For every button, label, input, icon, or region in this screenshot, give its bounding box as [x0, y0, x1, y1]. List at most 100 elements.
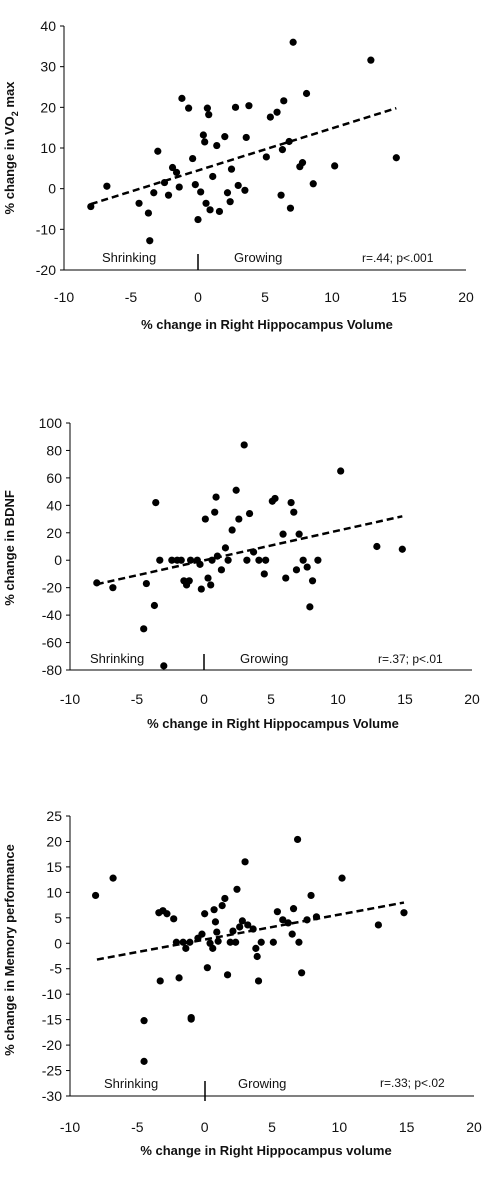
data-point [289, 38, 297, 46]
data-point [278, 146, 287, 154]
data-point [338, 874, 346, 882]
data-point [150, 601, 159, 610]
y-tick-label: -20 [42, 1037, 62, 1053]
data-point [236, 923, 244, 931]
data-points [93, 441, 406, 670]
data-point [87, 202, 95, 211]
data-point [172, 168, 181, 176]
y-tick-label: -5 [50, 961, 63, 977]
data-point [205, 111, 213, 119]
data-point [255, 556, 263, 564]
chart-bdnf: -80 -60 -40 -20 0 20 40 60 80 100 -10 -5 0 5 10 15 20 S… [2, 415, 480, 731]
x-tick-label: 0 [194, 289, 202, 305]
y-tick-label: 0 [54, 935, 62, 951]
data-point [257, 938, 265, 946]
data-point [232, 486, 240, 494]
y-tick-labels: -80 -60 -40 -20 0 20 40 60 80 100 [39, 415, 70, 678]
data-point [175, 974, 183, 982]
data-point [177, 556, 185, 564]
growing-label: Growing [234, 250, 282, 265]
data-point [142, 579, 150, 588]
data-point [212, 493, 220, 501]
x-tick-label: 20 [466, 1119, 482, 1135]
data-point [245, 509, 254, 518]
correlation-stat: r=.44; p<.001 [362, 251, 434, 265]
y-tick-label: 10 [46, 884, 62, 900]
data-point [244, 921, 252, 929]
data-point [287, 498, 295, 507]
data-point [243, 556, 251, 564]
data-point [374, 921, 382, 929]
data-point [288, 930, 296, 938]
data-point [226, 938, 234, 946]
data-point [209, 944, 217, 952]
data-point [308, 577, 317, 585]
data-point [253, 952, 261, 961]
data-point [298, 159, 307, 167]
data-point [209, 172, 217, 181]
data-point [231, 103, 240, 111]
data-point [307, 891, 315, 900]
data-point [187, 1015, 195, 1023]
trendline [90, 106, 397, 206]
data-point [277, 191, 285, 199]
y-tick-labels: -20 -10 0 10 20 30 40 [36, 18, 64, 278]
data-point [175, 183, 183, 191]
data-point [109, 874, 117, 882]
data-point [201, 515, 209, 523]
data-point [203, 964, 211, 972]
data-point [234, 181, 242, 190]
x-tick-labels: -10 -5 0 5 10 15 20 [60, 691, 480, 707]
data-point [221, 133, 229, 141]
data-point [211, 918, 220, 926]
data-point [170, 915, 178, 923]
data-point [150, 189, 158, 197]
y-axis-title: % change in BDNF [2, 490, 17, 606]
data-point [314, 556, 322, 564]
x-tick-label: -10 [60, 1119, 80, 1135]
data-point [201, 910, 209, 918]
x-tick-label: 10 [330, 691, 346, 707]
data-point [398, 545, 406, 553]
data-point [290, 508, 298, 516]
data-point [298, 969, 306, 977]
data-point [269, 938, 277, 946]
y-tick-label: 0 [54, 552, 62, 568]
data-point [213, 928, 221, 936]
data-point [286, 204, 295, 212]
x-tick-label: -5 [131, 691, 144, 707]
data-point [146, 237, 154, 245]
data-point [140, 1057, 148, 1065]
x-tick-label: -10 [54, 289, 74, 305]
data-point [179, 938, 187, 946]
data-point [187, 556, 195, 564]
data-point [285, 137, 293, 146]
data-point [262, 556, 270, 564]
data-point [197, 188, 205, 196]
data-point [164, 191, 173, 199]
y-tick-label: 15 [46, 859, 62, 875]
data-point [215, 207, 224, 216]
data-point [223, 971, 232, 979]
data-point [302, 89, 311, 98]
data-point [156, 977, 164, 985]
data-point [392, 154, 400, 162]
y-tick-label: -20 [36, 262, 56, 278]
trendline [96, 515, 403, 586]
data-point [273, 108, 281, 116]
data-point [235, 515, 243, 523]
data-point [241, 858, 249, 866]
data-point [295, 938, 303, 946]
data-point [229, 927, 237, 935]
y-tick-label: -10 [36, 221, 56, 237]
data-point [135, 199, 143, 207]
data-point [160, 662, 168, 670]
data-point [185, 577, 193, 585]
y-tick-label: -25 [42, 1063, 62, 1079]
y-tick-label: 40 [40, 18, 56, 34]
data-point [260, 570, 268, 578]
data-point [213, 552, 221, 560]
data-point [189, 154, 197, 163]
y-tick-label: -40 [42, 607, 62, 623]
y-axis-title: % change in Memory performance [2, 844, 17, 1056]
